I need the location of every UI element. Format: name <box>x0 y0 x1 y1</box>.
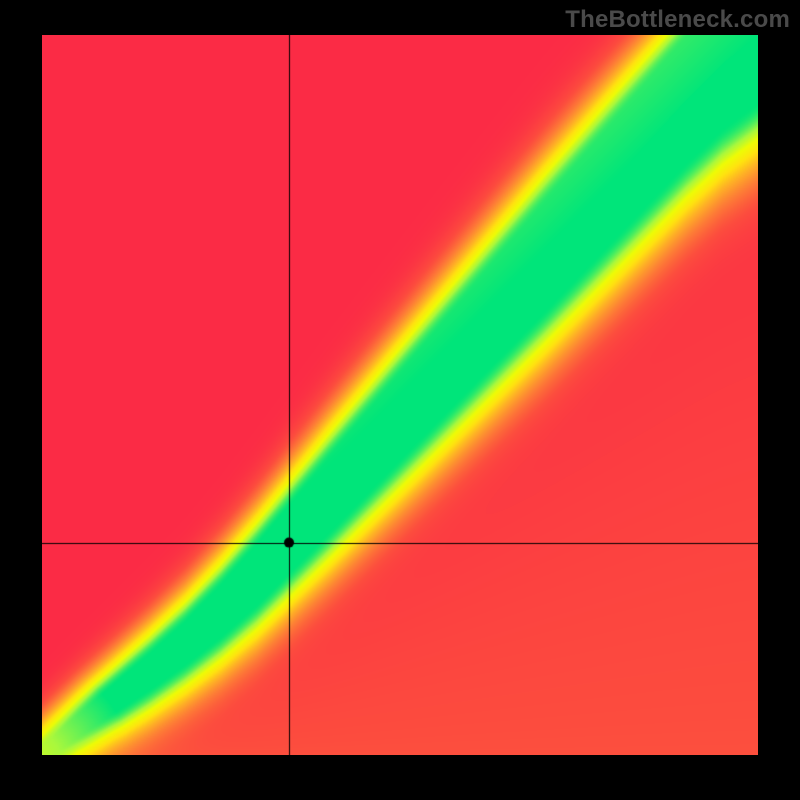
bottleneck-heatmap <box>42 35 758 755</box>
watermark-text: TheBottleneck.com <box>565 6 790 34</box>
chart-container: TheBottleneck.com <box>0 0 800 800</box>
